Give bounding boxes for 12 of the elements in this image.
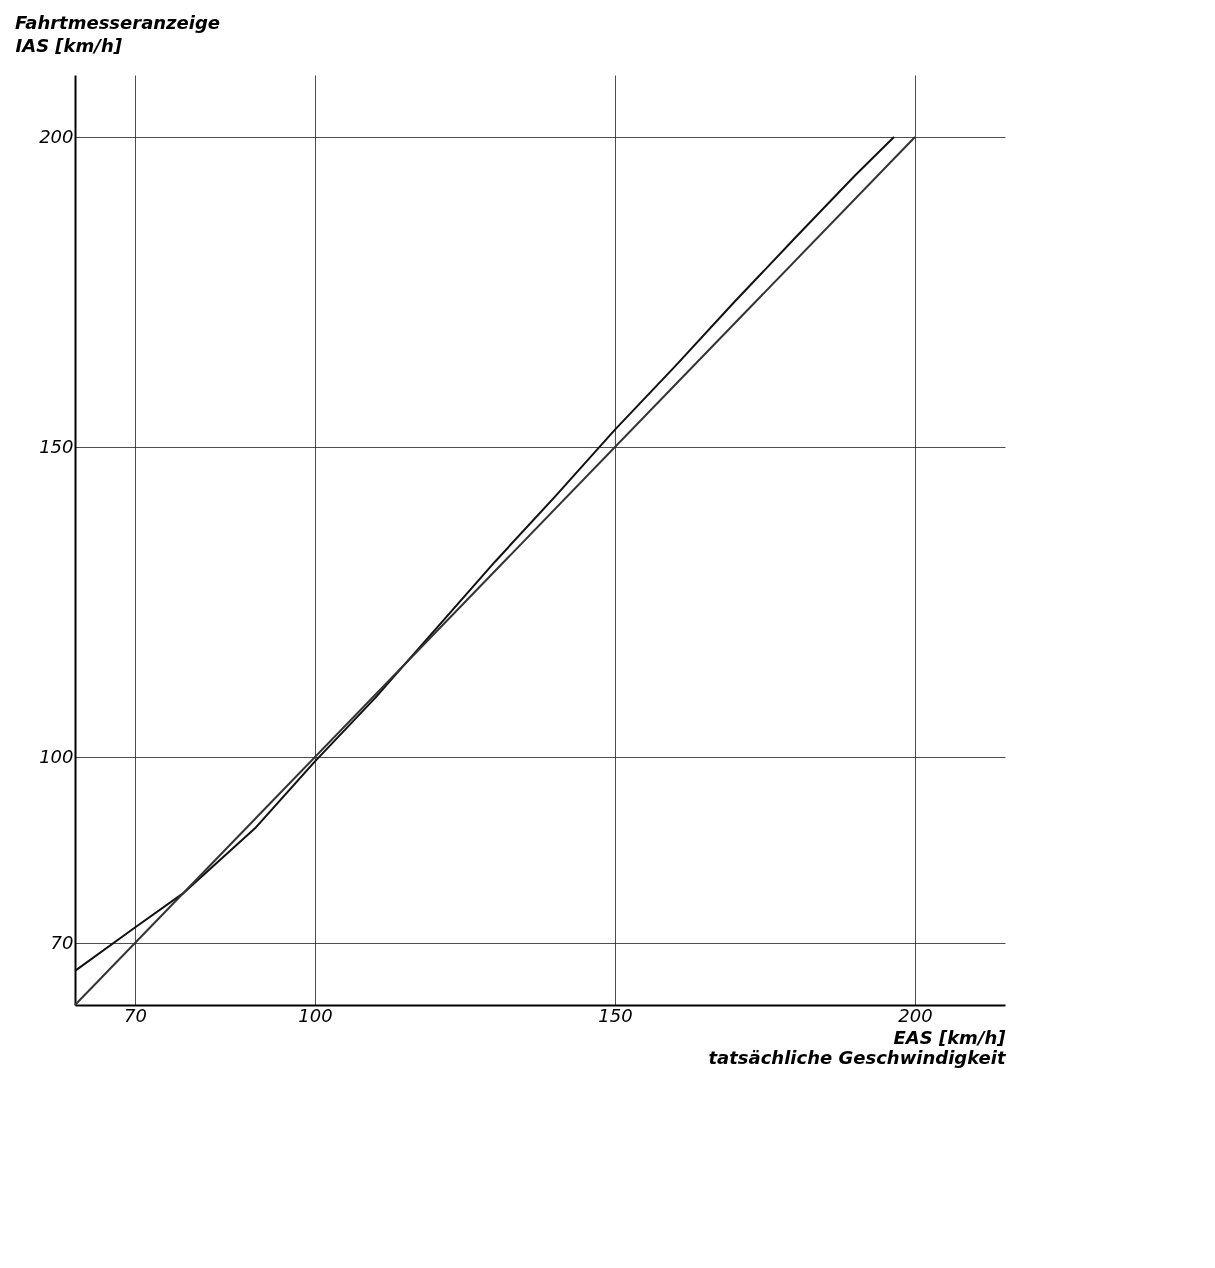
x-tick-label: 150 [598, 1004, 633, 1026]
y-tick-label: 100 [39, 745, 74, 767]
x-tick-label: 100 [298, 1004, 333, 1026]
y-tick-label: 70 [50, 931, 74, 953]
x-tick-label: 70 [124, 1004, 147, 1026]
text: tatsächliche Geschwindigkeit [708, 1046, 1007, 1068]
x-axis-title: EAS [km/h] [893, 1026, 1007, 1048]
y-tick-label: 200 [39, 125, 74, 147]
y-tick-label: 150 [39, 435, 74, 457]
x-tick-label: 200 [898, 1004, 933, 1026]
chart-title: Fahrtmesseranzeige [15, 12, 221, 33]
y-axis-title: IAS [km/h] [15, 34, 123, 56]
